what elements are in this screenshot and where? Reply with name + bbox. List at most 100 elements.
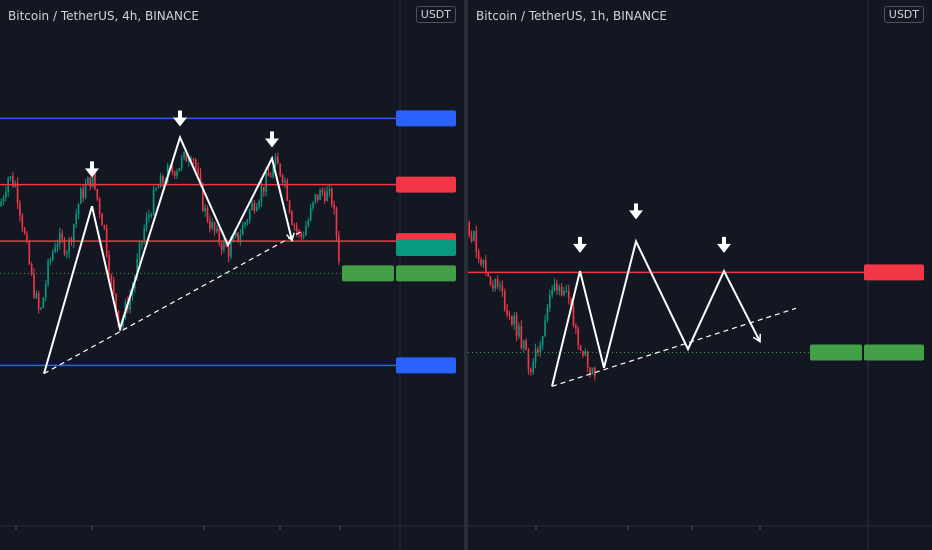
candle-body [234,232,237,237]
candle-body [230,241,232,257]
pattern-zigzag [551,238,761,387]
candle-body [80,188,82,204]
candle-body [237,232,239,241]
candle-body [232,236,235,242]
candle-body [281,175,284,183]
candle-body [251,203,253,211]
candle-body [258,201,260,207]
candle-body [302,235,305,237]
candle-body [265,172,267,192]
candle-body [277,157,279,164]
candle-body [173,171,176,176]
candle-body [307,220,310,227]
candle-body [253,203,256,212]
candle-body [328,188,331,192]
quote-unit-badge-4h[interactable]: USDT [415,6,456,23]
candle-body [239,235,242,241]
chart-canvas-1h[interactable] [468,0,932,550]
candle-body [270,176,272,178]
pane-divider[interactable] [464,0,468,550]
candle-body [305,226,307,236]
candle-body [272,166,274,177]
candle-body [563,291,565,296]
candle-body [335,208,338,237]
down-arrow-icon [173,117,187,127]
candle-body [77,203,80,215]
candle-body [338,236,340,262]
candle-body [150,214,153,216]
candle-body [298,230,300,234]
candle-body [586,351,589,368]
candle-body [197,168,199,173]
candle-body [529,369,532,373]
candle-body [54,247,56,253]
candle-body [30,263,33,274]
candle-body [579,345,582,351]
candle-body [468,222,471,236]
candle-body [68,238,70,253]
candle-body [295,225,298,231]
candle-body [178,167,181,172]
pattern-zigzag [43,134,293,374]
chart-pane-4h[interactable]: Bitcoin / TetherUS, 4h, BINANCE USDT [0,0,464,550]
candle-body [42,297,45,308]
chart-canvas-4h[interactable] [0,0,464,550]
candle-body [501,285,504,292]
candle-body [288,200,291,213]
candle-body [546,308,549,321]
candle-body [494,278,497,289]
candle-body [570,298,572,308]
candle-body [19,202,21,216]
candle-body [192,159,195,161]
down-arrow-icon [634,203,638,213]
candle-body [12,176,14,187]
candle-body [103,225,106,228]
candle-body [330,188,333,205]
candle-body [33,273,35,298]
candle-body [548,295,551,309]
chart-pane-1h[interactable]: Bitcoin / TetherUS, 1h, BINANCE USDT [468,0,932,550]
candle-body [489,276,492,285]
candle-body [223,241,225,250]
candle-body [284,180,286,183]
candle-body [520,326,523,349]
candle-body [484,259,487,273]
candle-body [246,220,249,223]
candle-body [475,231,478,252]
candle-body [333,204,335,209]
candle-body [220,243,223,250]
candle-body [75,214,78,225]
candle-body [58,233,61,245]
candle-body [66,252,68,255]
down-arrow-icon [573,243,587,253]
quote-unit-badge-1h[interactable]: USDT [883,6,924,23]
down-arrow-icon [270,131,274,141]
candle-body [544,320,546,337]
candle-body [518,326,520,337]
candle-body [503,291,506,310]
candle-body [56,244,59,248]
candle-body [477,251,480,260]
candle-body [525,340,527,351]
candle-body [110,275,113,281]
candle-body [185,152,188,162]
candle-body [492,284,494,289]
candle-body [143,228,146,242]
candle-body [584,351,587,356]
candle-body [204,207,206,211]
down-arrow-icon [717,243,731,253]
down-arrow-icon [578,236,582,246]
candle-body [326,191,328,201]
candle-body [534,349,537,363]
candle-body [0,202,2,207]
candle-body [21,215,24,229]
candle-body [473,231,475,242]
candle-body [141,241,143,244]
candle-body [180,157,183,168]
candle-body [171,165,174,172]
down-arrow-icon [629,210,643,220]
candle-body [9,176,12,179]
candle-body [582,350,584,356]
candle-body [319,190,321,200]
candle-body [5,191,7,198]
